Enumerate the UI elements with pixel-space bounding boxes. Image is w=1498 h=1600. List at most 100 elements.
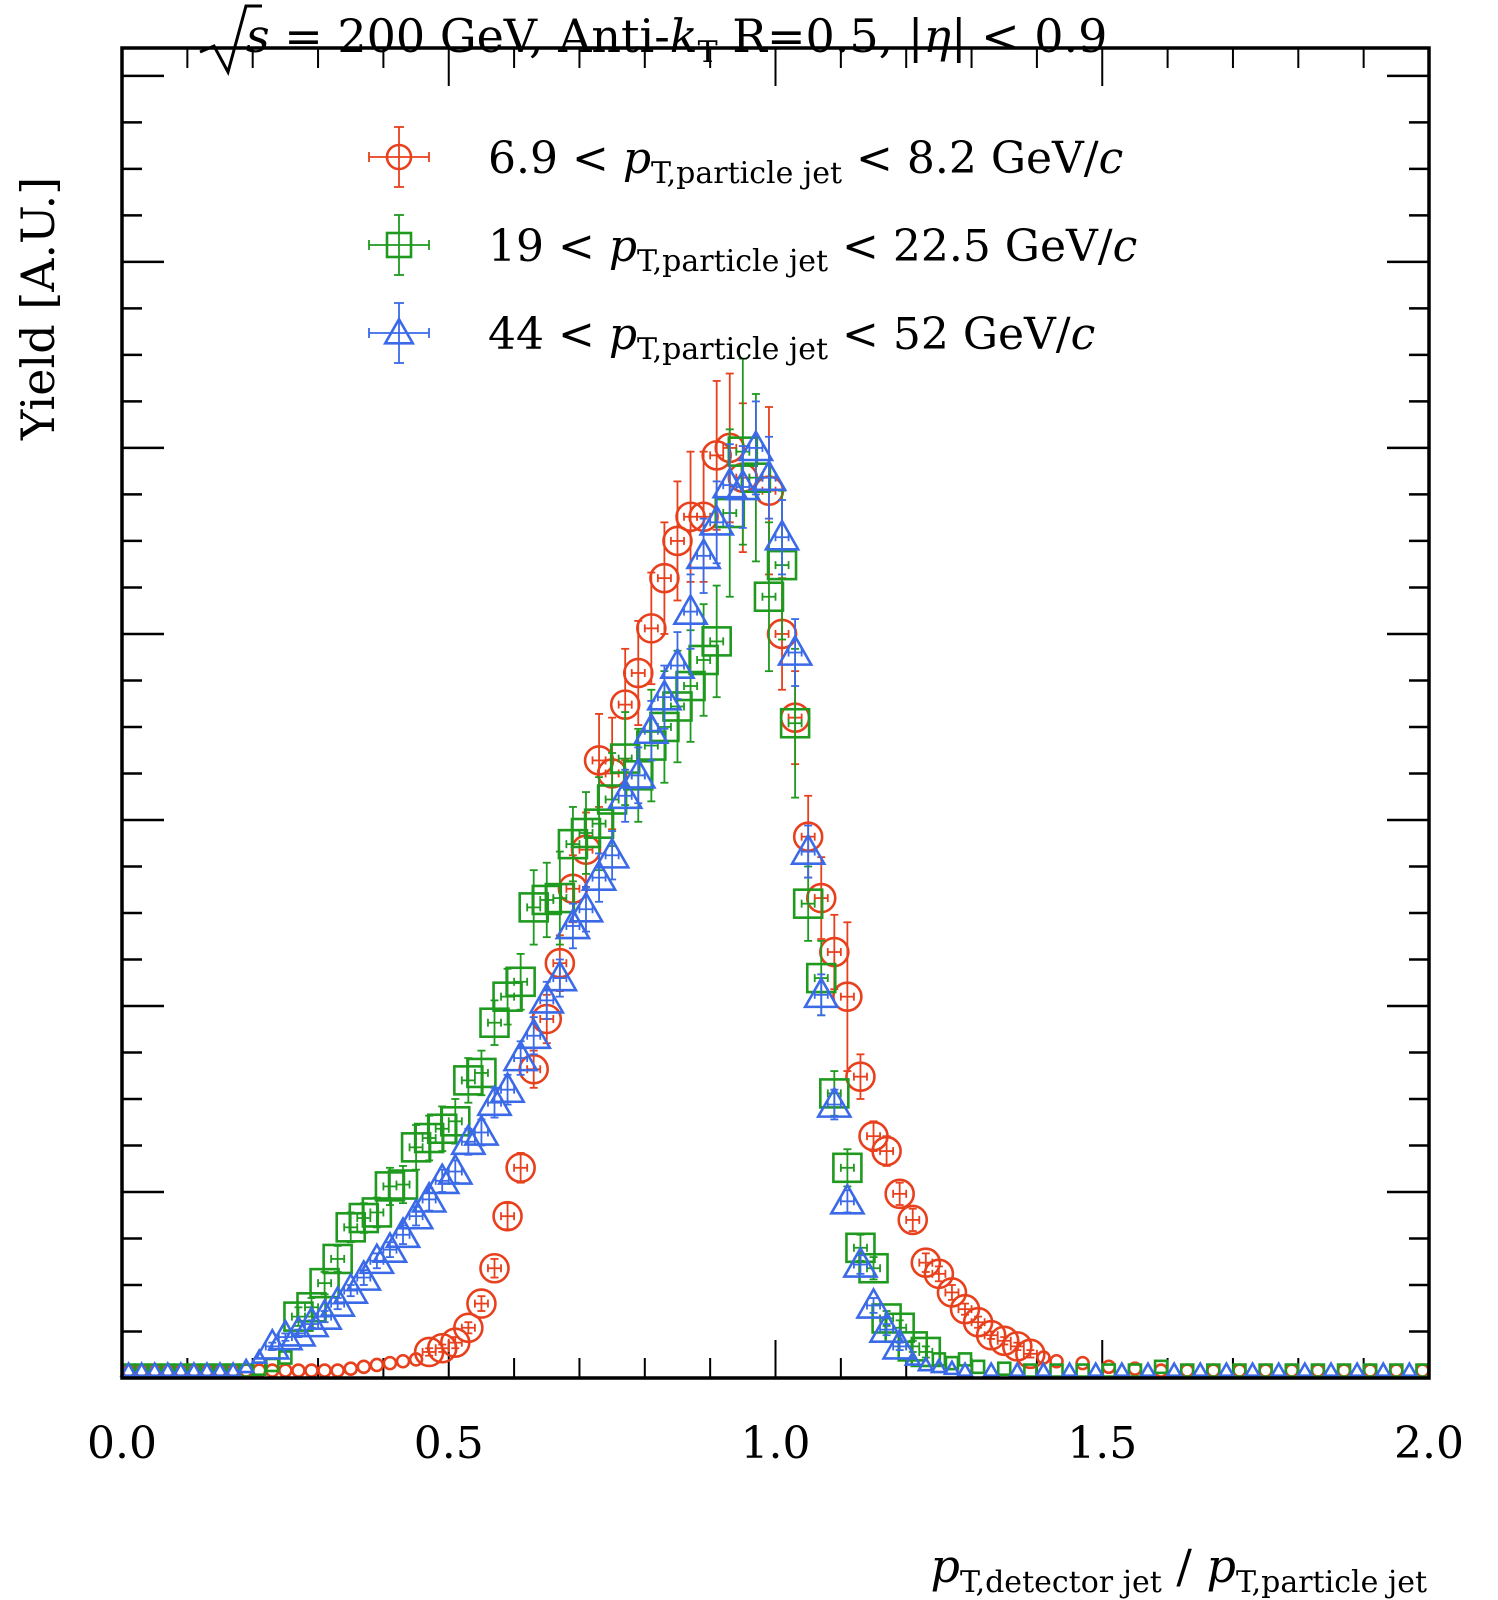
data-point: [1060, 1361, 1079, 1378]
y-axis-title: Yield [A.U.]: [11, 177, 65, 441]
data-point: [330, 1363, 345, 1378]
data-point: [395, 1353, 411, 1369]
data-point: [1415, 1363, 1430, 1378]
data-point: [1008, 1361, 1027, 1378]
data-point: [1243, 1361, 1262, 1378]
data-point: [410, 1180, 448, 1213]
data-point: [492, 1200, 523, 1232]
data-point: [528, 980, 566, 1020]
data-point: [1164, 1361, 1184, 1378]
data-point: [606, 768, 644, 823]
x-title-slash: /: [1162, 1539, 1207, 1593]
data-point: [1153, 1359, 1169, 1375]
data-point: [343, 1361, 359, 1376]
legend-marker-triangle: [368, 302, 430, 364]
data-point: [701, 584, 732, 699]
x-title-p1-sub: T,detector jet: [960, 1565, 1162, 1600]
data-point: [646, 664, 683, 730]
data-point: [304, 1363, 319, 1378]
data-point: [466, 1049, 497, 1097]
data-point: [502, 1039, 539, 1076]
data-point: [278, 1363, 293, 1378]
x-tick-label: 2.0: [1394, 1418, 1464, 1469]
data-point: [317, 1363, 332, 1378]
legend-label: 44 < pT,particle jet < 52 GeV/c: [488, 309, 1095, 367]
legend-item: 19 < pT,particle jet < 22.5 GeV/c: [368, 214, 1137, 279]
data-point: [489, 1070, 526, 1106]
data-point: [356, 1359, 372, 1375]
data-point: [345, 1258, 383, 1291]
x-tick-label: 0.5: [414, 1418, 484, 1469]
data-point: [505, 1152, 536, 1184]
data-point: [845, 1053, 876, 1100]
x-tick-labels: 0.0 0.5 1.0 1.5 2.0: [87, 1418, 1464, 1469]
data-point: [439, 1098, 471, 1145]
data-point: [436, 1152, 474, 1185]
data-point: [636, 571, 667, 686]
data-point: [223, 1361, 243, 1378]
data-point: [763, 499, 801, 576]
data-point: [119, 1361, 138, 1378]
data-point: [132, 1361, 151, 1378]
title-k-sub: T: [698, 35, 718, 70]
x-tick-label: 1.5: [1067, 1418, 1137, 1469]
title-eta-cut: | < 0.9: [951, 9, 1107, 63]
data-point: [802, 973, 840, 1017]
chart-title: s = 200 GeV, Anti-kT R=0.5, |η| < 0.9: [199, 4, 1107, 77]
data-point: [619, 746, 657, 805]
data-point: [881, 1327, 919, 1360]
data-point: [632, 700, 670, 762]
legend-label: 19 < pT,particle jet < 22.5 GeV/c: [488, 221, 1137, 279]
data-point: [1258, 1363, 1273, 1378]
data-point: [832, 921, 863, 1072]
data-point: [544, 850, 576, 946]
data-point: [897, 1204, 929, 1236]
data-point: [698, 480, 736, 565]
data-point: [832, 1148, 863, 1188]
data-point: [1112, 1361, 1131, 1378]
data-point: [1086, 1361, 1105, 1378]
data-point: [1374, 1361, 1393, 1378]
data-point: [1179, 1363, 1195, 1378]
data-point: [970, 1359, 986, 1375]
series-triangle: [119, 400, 1419, 1378]
data-point: [855, 1286, 892, 1319]
series-square: [121, 357, 1430, 1378]
data-point: [1269, 1361, 1288, 1378]
title-energy: = 200 GeV, Anti-: [270, 9, 670, 63]
data-point: [1347, 1361, 1367, 1378]
x-title-p2-sub: T,particle jet: [1236, 1565, 1427, 1600]
data-point: [554, 902, 592, 950]
data-point: [1049, 1353, 1064, 1369]
x-title-p1: p: [931, 1539, 960, 1593]
data-point: [466, 1288, 497, 1319]
data-point: [1217, 1361, 1236, 1378]
data-point: [382, 1355, 398, 1371]
plot-data: [119, 357, 1430, 1378]
data-point: [1206, 1363, 1221, 1378]
data-point: [1310, 1363, 1326, 1378]
data-point: [884, 1178, 915, 1210]
data-point: [210, 1361, 230, 1378]
data-point: [622, 620, 654, 726]
data-point: [829, 1182, 866, 1215]
data-point: [423, 1162, 461, 1195]
data-point: [237, 1357, 256, 1374]
data-point: [1101, 1359, 1117, 1375]
data-point: [659, 631, 696, 700]
data-point: [750, 435, 788, 520]
data-point: [184, 1361, 204, 1378]
legend-item: 6.9 < pT,particle jet < 8.2 GeV/c: [368, 126, 1123, 191]
data-point: [942, 1359, 962, 1376]
data-point: [197, 1361, 217, 1378]
data-point: [361, 1196, 393, 1229]
data-point: [1153, 1363, 1169, 1378]
data-point: [1232, 1363, 1247, 1378]
x-title-p2: p: [1207, 1539, 1236, 1593]
data-point: [1284, 1363, 1300, 1378]
data-point: [1034, 1361, 1053, 1378]
legend-marker-circle: [368, 126, 430, 188]
x-tick-label: 1.0: [741, 1418, 811, 1469]
data-point: [672, 573, 709, 650]
data-point: [291, 1363, 306, 1378]
